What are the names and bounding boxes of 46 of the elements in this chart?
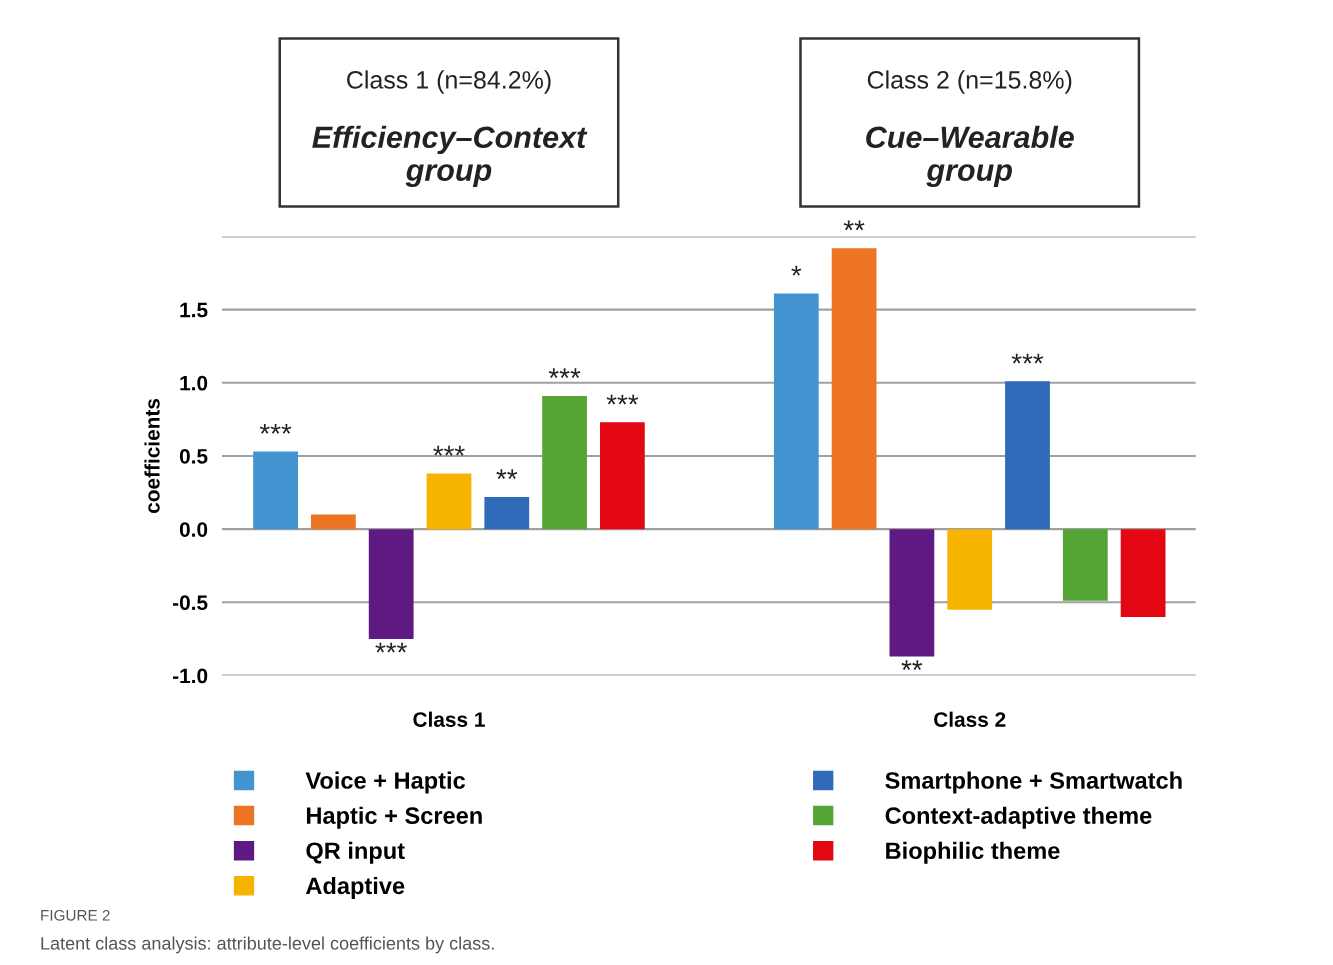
caption: FIGURE 2 <box>41 909 110 921</box>
legend-label: Voice + Haptic <box>305 771 466 794</box>
bar <box>542 395 587 530</box>
text: Latent class analysis: attribute-level coefficients by class. <box>41 936 494 954</box>
data-label: *** <box>433 445 465 456</box>
bar <box>889 529 935 657</box>
legend-label: QR input <box>306 841 405 864</box>
x-tick-label: Class 1 <box>413 711 485 727</box>
data-label: *** <box>606 394 639 405</box>
text: Class 2 (n=15.8%) <box>867 70 1072 94</box>
data-label: *** <box>548 368 581 379</box>
text: Efficiency–Context group <box>312 125 588 188</box>
x-tick-label: Class 2 <box>934 711 1006 727</box>
bar <box>831 248 877 530</box>
bar <box>1120 529 1166 617</box>
y-tick-label: 0.0 <box>179 522 208 537</box>
data-label: ** <box>496 469 518 480</box>
y-axis-title: coefficients <box>144 398 160 514</box>
legend-label: Adaptive <box>305 876 405 899</box>
data-label: *** <box>259 423 292 434</box>
text: Cue–Wearable group <box>866 125 1074 188</box>
data-label: ** <box>843 220 865 231</box>
text: Class 1 (n=84.2%) <box>347 70 551 94</box>
bar <box>773 293 819 530</box>
y-tick-label: -0.5 <box>172 595 208 611</box>
legend-label: Haptic + Screen <box>306 806 482 829</box>
data-label: ** <box>901 660 923 671</box>
data-label: *** <box>1011 353 1044 364</box>
y-tick-label: 1.0 <box>180 375 208 391</box>
data-label: *** <box>375 642 407 653</box>
bar <box>1062 529 1108 601</box>
legend-label: Context-adaptive theme <box>885 806 1152 829</box>
legend-label: Smartphone + Smartwatch <box>885 771 1182 794</box>
bar <box>1005 381 1050 530</box>
bar <box>253 451 298 530</box>
bar <box>368 529 414 639</box>
bar <box>599 422 645 530</box>
bar <box>484 496 530 530</box>
bar <box>310 514 356 530</box>
y-tick-label: 1.5 <box>180 302 208 318</box>
bar <box>426 473 472 530</box>
legend-label: Biophilic theme <box>886 841 1060 864</box>
bar <box>947 529 993 610</box>
data-label: * <box>791 265 802 276</box>
y-tick-label: -1.0 <box>172 668 208 684</box>
y-tick-label: 0.5 <box>179 448 208 464</box>
